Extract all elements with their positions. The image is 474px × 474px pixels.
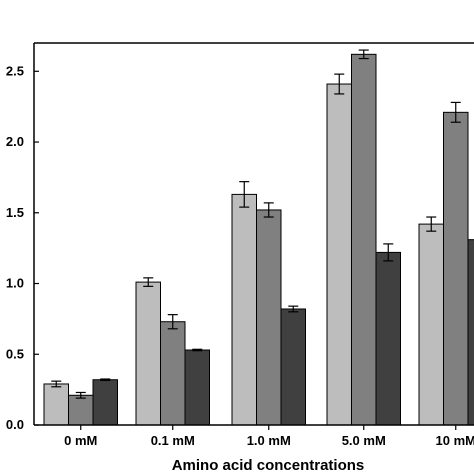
bar xyxy=(68,394,94,426)
y-tick-label: 2.5 xyxy=(6,63,24,78)
y-tick-label: 0.0 xyxy=(6,417,24,432)
bar xyxy=(280,308,306,426)
bar xyxy=(92,379,118,426)
y-tick-label: 1.0 xyxy=(6,276,24,291)
bar xyxy=(135,281,161,426)
y-tick-label: 0.5 xyxy=(6,346,24,361)
axes-layer xyxy=(33,42,474,426)
bar xyxy=(43,383,69,426)
x-axis-title: Amino acid concentrations xyxy=(172,457,365,474)
bar xyxy=(326,83,352,426)
x-tick-label: 10 mM xyxy=(436,433,474,448)
x-ticks: 0 mM 0.1 mM 1.0 mM 5.0 mM 10 mM xyxy=(64,425,474,448)
bar xyxy=(160,321,186,426)
error-bars-layer xyxy=(51,49,461,399)
y-ticks: 0.0 0.5 1.0 1.5 2.0 2.5 xyxy=(6,63,39,432)
y-tick-label: 2.0 xyxy=(6,134,24,149)
bar xyxy=(418,223,444,426)
bar xyxy=(443,111,469,426)
bar xyxy=(184,349,210,426)
y-tick-label: 1.5 xyxy=(6,205,24,220)
bar xyxy=(351,53,377,426)
x-tick-label: 1.0 mM xyxy=(247,433,291,448)
bar xyxy=(256,209,282,426)
x-tick-label: 0 mM xyxy=(64,433,97,448)
x-tick-label: 0.1 mM xyxy=(151,433,195,448)
bar xyxy=(467,239,474,426)
bar xyxy=(375,251,401,426)
bars-layer xyxy=(43,53,474,426)
bar xyxy=(231,193,257,426)
x-tick-label: 5.0 mM xyxy=(342,433,386,448)
